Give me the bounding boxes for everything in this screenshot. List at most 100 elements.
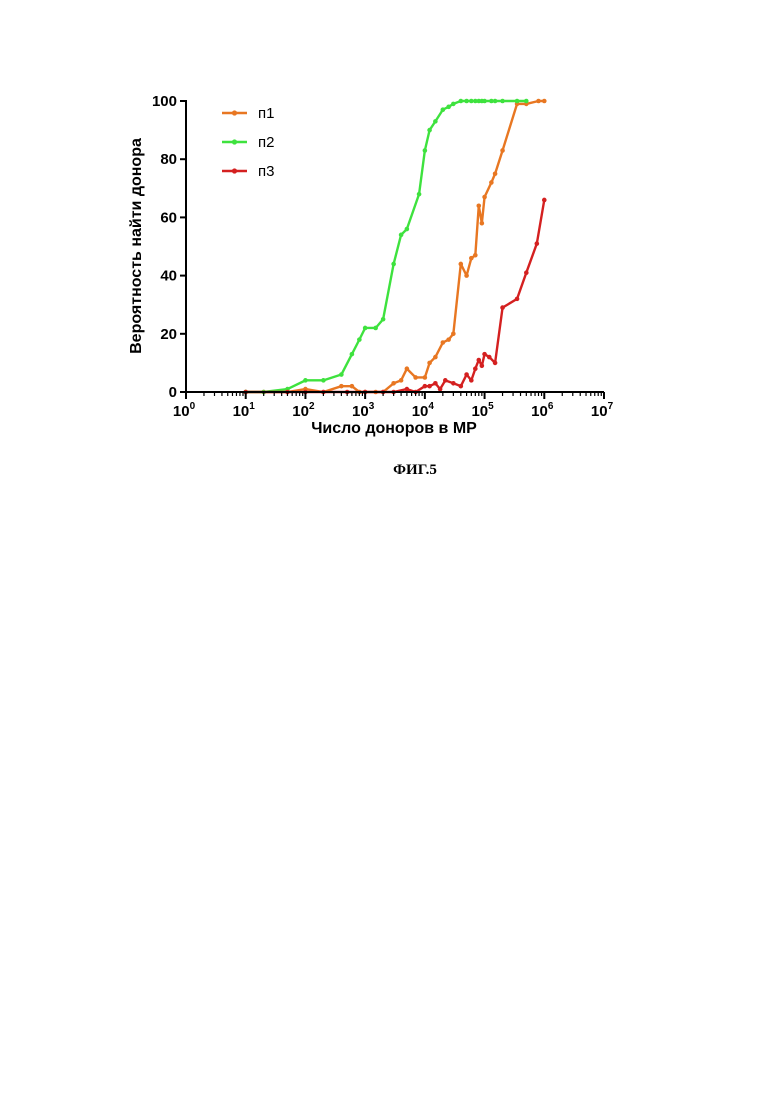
x-tick-label: 100 <box>173 401 196 420</box>
x-tick-base: 10 <box>531 403 548 420</box>
data-point <box>423 148 428 153</box>
x-tick-label: 105 <box>471 401 494 420</box>
data-point <box>405 387 410 392</box>
x-tick-label: 101 <box>233 401 256 420</box>
legend-label: п3 <box>258 163 274 180</box>
data-point <box>433 355 438 360</box>
figure-caption: ФИГ.5 <box>0 462 780 479</box>
x-tick-label: 106 <box>531 401 554 420</box>
y-tick-label: 0 <box>169 384 177 401</box>
data-point <box>350 352 355 357</box>
data-point <box>493 99 498 104</box>
y-tick-label: 100 <box>152 93 177 110</box>
data-point <box>482 352 487 357</box>
x-tick-exponent: 0 <box>190 401 196 412</box>
data-point <box>413 375 418 380</box>
x-tick-exponent: 6 <box>548 401 554 412</box>
x-tick-label: 107 <box>591 401 614 420</box>
data-point <box>469 378 474 383</box>
y-axis-title: Вероятность найти донора <box>128 138 145 354</box>
legend: п1 п2 п3 <box>222 105 274 180</box>
data-point <box>524 99 529 104</box>
data-point <box>417 192 422 197</box>
data-point <box>441 340 446 345</box>
legend-item: п2 <box>222 134 274 151</box>
data-point <box>391 262 396 267</box>
data-point <box>373 326 378 331</box>
data-point <box>433 119 438 124</box>
x-axis-ticks: 100101102103104105106107 <box>173 392 614 420</box>
x-tick-label: 102 <box>292 401 315 420</box>
series-layer <box>243 99 546 395</box>
data-point <box>464 372 469 377</box>
x-tick-base: 10 <box>233 403 250 420</box>
data-point <box>446 105 451 110</box>
x-tick-base: 10 <box>173 403 190 420</box>
series-1 <box>243 99 546 395</box>
data-point <box>459 384 464 389</box>
y-axis-ticks: 020406080100 <box>152 93 186 401</box>
data-point <box>464 273 469 278</box>
data-point <box>482 99 487 104</box>
data-point <box>303 378 308 383</box>
series-line <box>246 101 527 392</box>
series-2 <box>243 99 528 395</box>
data-point <box>500 99 505 104</box>
x-tick-exponent: 3 <box>369 401 375 412</box>
data-point <box>451 102 456 107</box>
data-point <box>459 99 464 104</box>
data-point <box>482 195 487 200</box>
data-point <box>542 198 547 203</box>
data-point <box>524 270 529 275</box>
x-tick-exponent: 5 <box>488 401 494 412</box>
data-point <box>500 305 505 310</box>
x-tick-base: 10 <box>292 403 309 420</box>
data-point <box>423 384 428 389</box>
series-line <box>246 101 545 392</box>
x-tick-exponent: 2 <box>309 401 315 412</box>
data-point <box>427 361 432 366</box>
data-point <box>500 148 505 153</box>
data-point <box>350 384 355 389</box>
data-point <box>405 227 410 232</box>
data-point <box>433 381 438 386</box>
data-point <box>473 253 478 258</box>
data-point <box>476 203 481 208</box>
data-point <box>493 361 498 366</box>
y-tick-label: 20 <box>160 326 177 343</box>
data-point <box>515 297 520 302</box>
legend-swatch-marker <box>232 110 237 115</box>
data-point <box>476 358 481 363</box>
series-3 <box>243 198 546 395</box>
legend-item: п1 <box>222 105 274 122</box>
data-point <box>469 256 474 261</box>
data-point <box>405 366 410 371</box>
data-point <box>423 375 428 380</box>
y-tick-label: 40 <box>160 268 177 285</box>
data-point <box>451 381 456 386</box>
data-point <box>480 221 485 226</box>
legend-label: п2 <box>258 134 274 151</box>
data-point <box>363 326 368 331</box>
data-point <box>473 366 478 371</box>
line-chart: 020406080100 100101102103104105106107 Ве… <box>0 0 780 460</box>
data-point <box>446 337 451 342</box>
legend-label: п1 <box>258 105 274 122</box>
x-axis-title: Число доноров в МР <box>311 420 477 437</box>
x-tick-base: 10 <box>352 403 369 420</box>
x-tick-label: 103 <box>352 401 375 420</box>
data-point <box>438 387 443 392</box>
series-line <box>246 200 545 392</box>
data-point <box>381 317 386 322</box>
data-point <box>469 99 474 104</box>
data-point <box>339 372 344 377</box>
legend-swatch-marker <box>232 139 237 144</box>
data-point <box>493 171 498 176</box>
x-tick-exponent: 7 <box>608 401 614 412</box>
legend-item: п3 <box>222 163 274 180</box>
data-point <box>487 355 492 360</box>
x-tick-base: 10 <box>591 403 608 420</box>
data-point <box>536 99 541 104</box>
data-point <box>357 337 362 342</box>
x-tick-base: 10 <box>412 403 429 420</box>
